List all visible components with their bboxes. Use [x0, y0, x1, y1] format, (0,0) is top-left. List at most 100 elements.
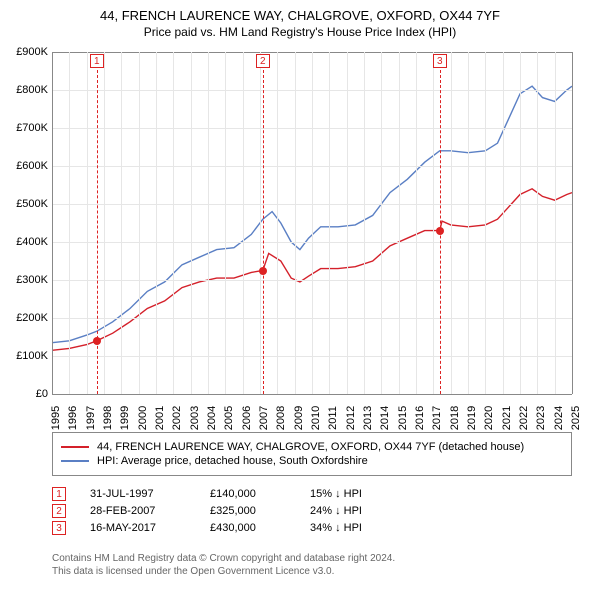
chart-subtitle: Price paid vs. HM Land Registry's House … — [10, 25, 590, 39]
marker-dot-2 — [259, 267, 267, 275]
marker-legend-delta: 24% ↓ HPI — [310, 505, 362, 517]
x-axis-label: 2015 — [397, 406, 409, 430]
footnote-line-1: Contains HM Land Registry data © Crown c… — [52, 552, 395, 565]
gridline-v — [295, 52, 296, 394]
gridline-v — [485, 52, 486, 394]
x-axis-label: 2000 — [137, 406, 149, 430]
footnote: Contains HM Land Registry data © Crown c… — [52, 552, 395, 578]
gridline-v — [364, 52, 365, 394]
gridline-v — [260, 52, 261, 394]
y-axis-label: £700K — [4, 122, 48, 134]
gridline-v — [451, 52, 452, 394]
marker-badge-2: 2 — [256, 54, 270, 68]
x-axis-label: 2003 — [189, 406, 201, 430]
x-axis-label: 1998 — [102, 406, 114, 430]
gridline-v — [503, 52, 504, 394]
x-axis-label: 2009 — [293, 406, 305, 430]
legend-label-property: 44, FRENCH LAURENCE WAY, CHALGROVE, OXFO… — [97, 441, 524, 453]
gridline-v — [69, 52, 70, 394]
gridline-v — [312, 52, 313, 394]
gridline-v — [520, 52, 521, 394]
legend-swatch-hpi — [61, 460, 89, 462]
x-axis-label: 2001 — [154, 406, 166, 430]
x-axis-label: 2025 — [570, 406, 582, 430]
legend-label-hpi: HPI: Average price, detached house, Sout… — [97, 455, 368, 467]
gridline-v — [156, 52, 157, 394]
marker-legend-row-3: 3 16-MAY-2017£430,00034% ↓ HPI — [52, 521, 572, 535]
gridline-v — [87, 52, 88, 394]
gridline-v — [191, 52, 192, 394]
x-axis-label: 2016 — [414, 406, 426, 430]
marker-legend-price: £325,000 — [210, 505, 310, 517]
y-axis-label: £900K — [4, 46, 48, 58]
legend-box: 44, FRENCH LAURENCE WAY, CHALGROVE, OXFO… — [52, 432, 572, 476]
y-axis-label: £200K — [4, 312, 48, 324]
marker-legend-row-1: 131-JUL-1997£140,00015% ↓ HPI — [52, 487, 572, 501]
x-axis-label: 2023 — [535, 406, 547, 430]
gridline-v — [208, 52, 209, 394]
y-axis-label: £0 — [4, 388, 48, 400]
plot-area: £0£100K£200K£300K£400K£500K£600K£700K£80… — [52, 52, 572, 394]
chart-title: 44, FRENCH LAURENCE WAY, CHALGROVE, OXFO… — [10, 8, 590, 23]
gridline-v — [173, 52, 174, 394]
marker-legend-badge: 2 — [52, 504, 66, 518]
x-axis-label: 2010 — [310, 406, 322, 430]
marker-badge-1: 1 — [90, 54, 104, 68]
chart-container: 44, FRENCH LAURENCE WAY, CHALGROVE, OXFO… — [0, 0, 600, 590]
marker-legend-price: £430,000 — [210, 522, 310, 534]
x-axis-label: 2011 — [327, 406, 339, 430]
gridline-v — [416, 52, 417, 394]
marker-legend-date: 31-JUL-1997 — [90, 488, 210, 500]
gridline-v — [468, 52, 469, 394]
marker-legend-badge: 3 — [52, 521, 66, 535]
y-axis-label: £300K — [4, 274, 48, 286]
x-axis-label: 2019 — [466, 406, 478, 430]
gridline-v — [104, 52, 105, 394]
gridline-v — [399, 52, 400, 394]
x-axis-label: 2018 — [449, 406, 461, 430]
x-axis-label: 2005 — [223, 406, 235, 430]
x-axis-label: 2022 — [518, 406, 530, 430]
gridline-v — [243, 52, 244, 394]
gridline-v — [329, 52, 330, 394]
x-axis-label: 2006 — [241, 406, 253, 430]
gridline-v — [52, 52, 53, 394]
gridline-v — [381, 52, 382, 394]
x-axis-label: 2008 — [275, 406, 287, 430]
legend-item-property: 44, FRENCH LAURENCE WAY, CHALGROVE, OXFO… — [61, 441, 563, 453]
marker-dot-3 — [436, 227, 444, 235]
y-axis-label: £400K — [4, 236, 48, 248]
marker-legend-date: 16-MAY-2017 — [90, 522, 210, 534]
marker-legend-delta: 34% ↓ HPI — [310, 522, 362, 534]
x-axis-label: 2012 — [345, 406, 357, 430]
y-axis-label: £600K — [4, 160, 48, 172]
gridline-v — [537, 52, 538, 394]
x-axis-label: 1999 — [119, 406, 131, 430]
gridline-v — [347, 52, 348, 394]
marker-legend: 131-JUL-1997£140,00015% ↓ HPI228-FEB-200… — [52, 484, 572, 538]
marker-badge-3: 3 — [433, 54, 447, 68]
marker-legend-delta: 15% ↓ HPI — [310, 488, 362, 500]
y-axis-label: £100K — [4, 350, 48, 362]
marker-legend-row-2: 228-FEB-2007£325,00024% ↓ HPI — [52, 504, 572, 518]
x-axis-label: 2014 — [379, 406, 391, 430]
gridline-v — [139, 52, 140, 394]
x-axis-label: 1996 — [67, 406, 79, 430]
title-block: 44, FRENCH LAURENCE WAY, CHALGROVE, OXFO… — [0, 0, 600, 43]
gridline-v — [225, 52, 226, 394]
footnote-line-2: This data is licensed under the Open Gov… — [52, 565, 395, 578]
gridline-v — [277, 52, 278, 394]
x-axis-label: 1997 — [85, 406, 97, 430]
legend-item-hpi: HPI: Average price, detached house, Sout… — [61, 455, 563, 467]
y-axis-label: £800K — [4, 84, 48, 96]
gridline-v — [572, 52, 573, 394]
marker-dot-1 — [93, 337, 101, 345]
x-axis-label: 2017 — [431, 406, 443, 430]
marker-line-2 — [263, 70, 264, 394]
x-axis-label: 2024 — [553, 406, 565, 430]
y-axis-label: £500K — [4, 198, 48, 210]
x-axis-label: 1995 — [50, 406, 62, 430]
x-axis-label: 2002 — [171, 406, 183, 430]
marker-legend-price: £140,000 — [210, 488, 310, 500]
gridline-v — [555, 52, 556, 394]
